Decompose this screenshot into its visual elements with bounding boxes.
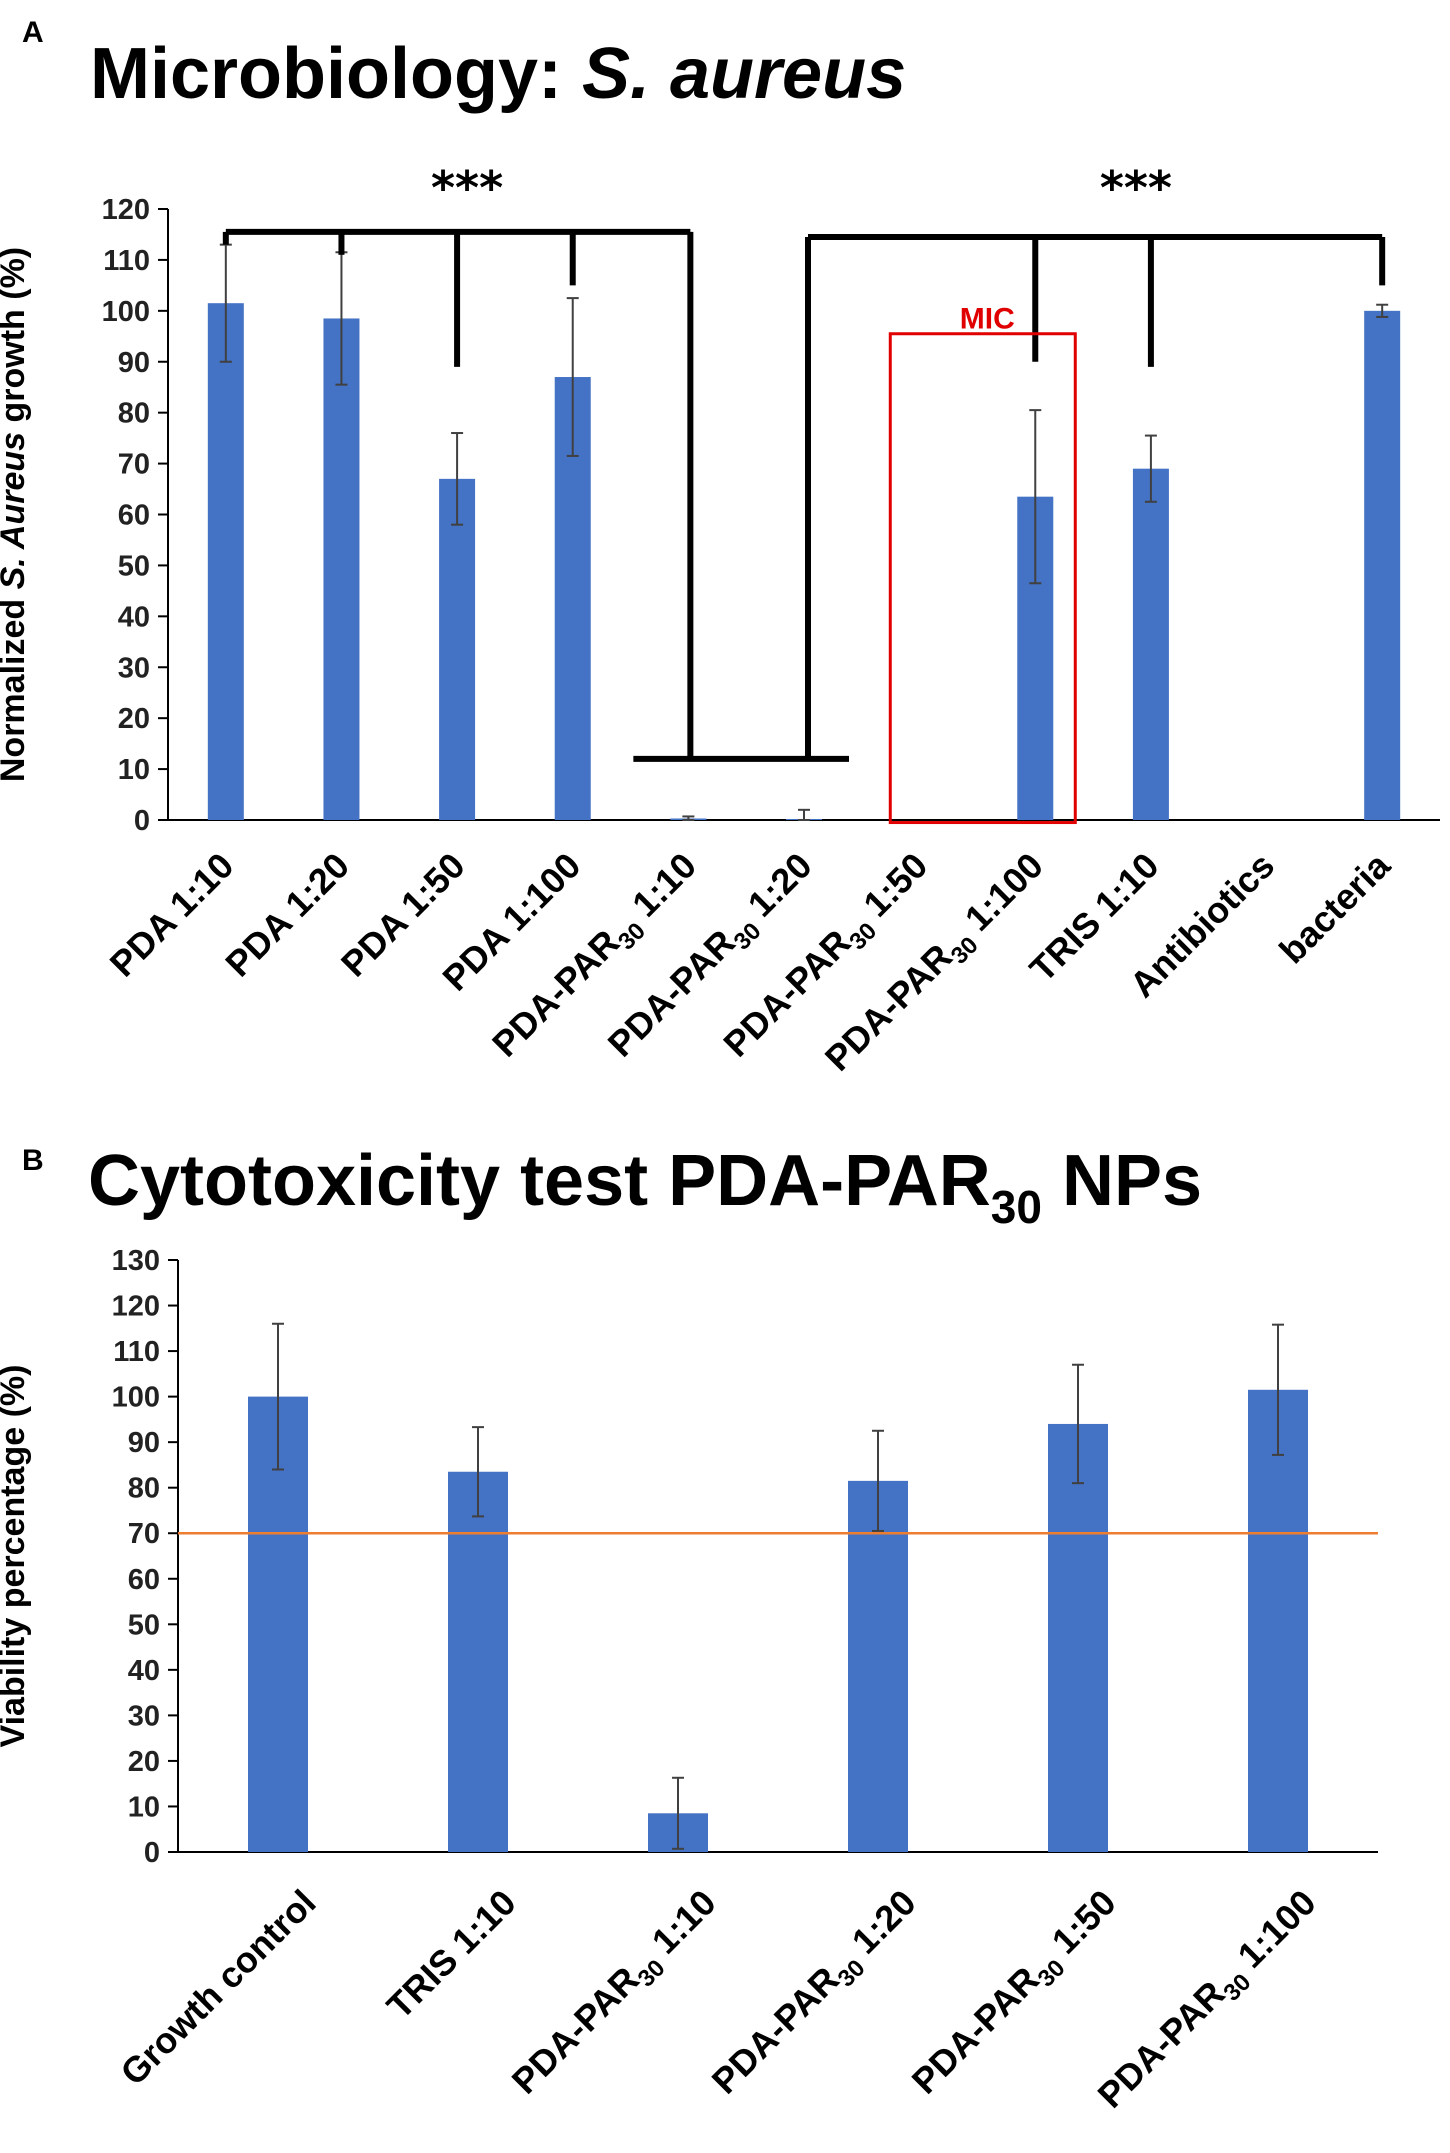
y-tick-label: 40	[118, 601, 150, 633]
bar	[1364, 311, 1400, 820]
y-tick-label: 70	[118, 449, 150, 481]
x-category-label: Growth control	[112, 1882, 323, 2093]
bar	[323, 318, 359, 820]
viability-chart: 0 10 20 30 40 50 60 70 80 90 100 110 120 130 Viability…	[0, 1245, 1378, 2121]
y-tick-label: 0	[134, 805, 150, 837]
bar	[439, 479, 475, 820]
y-tick-label: 20	[128, 1746, 160, 1778]
growth-chart: 0 10 20 30 40 50 60 70 80 90 100 110 120 Normalized S…	[0, 161, 1440, 1084]
bar	[848, 1481, 908, 1852]
y-tick-label: 20	[118, 703, 150, 735]
y-tick-label: 30	[128, 1700, 160, 1732]
y-tick-label: 60	[128, 1564, 160, 1596]
bar	[1133, 469, 1169, 820]
bar	[1248, 1390, 1308, 1852]
panel-b-letter: B	[22, 1144, 44, 1177]
x-category-label: PDA-PAR30 1:10	[484, 845, 709, 1070]
panel-a-letter: A	[22, 16, 44, 49]
y-tick-label: 0	[144, 1837, 160, 1869]
y-tick-label: 60	[118, 500, 150, 532]
y-tick-label: 40	[128, 1655, 160, 1687]
x-category-label: PDA-PAR30 1:20	[704, 1882, 929, 2107]
mic-label: MIC	[960, 303, 1015, 336]
x-category-label: PDA-PAR30 1:100	[817, 845, 1056, 1084]
x-category-label: PDA 1:10	[102, 845, 242, 985]
y-tick-label: 30	[118, 652, 150, 684]
y-tick-label: 80	[118, 398, 150, 430]
significance-label: ***	[1100, 161, 1172, 215]
bar	[448, 1472, 508, 1852]
panel-b-title: Cytotoxicity test PDA-PAR30 NPs	[88, 1141, 1202, 1233]
x-category-label: bacteria	[1271, 844, 1398, 971]
y-tick-label: 50	[128, 1609, 160, 1641]
y-tick-label: 110	[103, 245, 150, 277]
x-category-label: PDA-PAR30 1:100	[1090, 1882, 1329, 2121]
y-tick-label: 130	[112, 1245, 160, 1277]
y-tick-label: 10	[128, 1791, 160, 1823]
y-tick-label: 80	[128, 1473, 160, 1505]
x-category-label: TRIS 1:10	[379, 1882, 524, 2027]
y-axis-label: Normalized S. Aureus growth (%)	[0, 247, 32, 782]
panel-a-title: Microbiology: S. aureus	[90, 34, 906, 114]
x-category-label: PDA-PAR30 1:50	[904, 1882, 1129, 2107]
y-tick-label: 110	[113, 1336, 160, 1368]
x-category-label: PDA 1:20	[217, 845, 357, 985]
y-tick-label: 120	[112, 1291, 160, 1323]
figure-canvas: A Microbiology: S. aureus 0 10 20 30 40 50 60 7…	[0, 0, 1450, 2153]
y-tick-label: 90	[128, 1427, 160, 1459]
y-tick-label: 10	[118, 754, 150, 786]
x-category-label: PDA-PAR30 1:20	[600, 845, 825, 1070]
y-tick-label: 50	[118, 550, 150, 582]
y-axis-label: Viability percentage (%)	[0, 1365, 32, 1748]
x-category-label: PDA-PAR30 1:50	[715, 845, 940, 1070]
bar	[1048, 1424, 1108, 1852]
y-tick-label: 90	[118, 347, 150, 379]
y-tick-label: 120	[102, 194, 150, 226]
y-tick-label: 100	[112, 1382, 160, 1414]
bar	[208, 303, 244, 820]
y-tick-label: 70	[128, 1518, 160, 1550]
significance-label: ***	[431, 161, 503, 215]
y-tick-label: 100	[102, 296, 150, 328]
x-category-label: PDA-PAR30 1:10	[504, 1882, 729, 2107]
